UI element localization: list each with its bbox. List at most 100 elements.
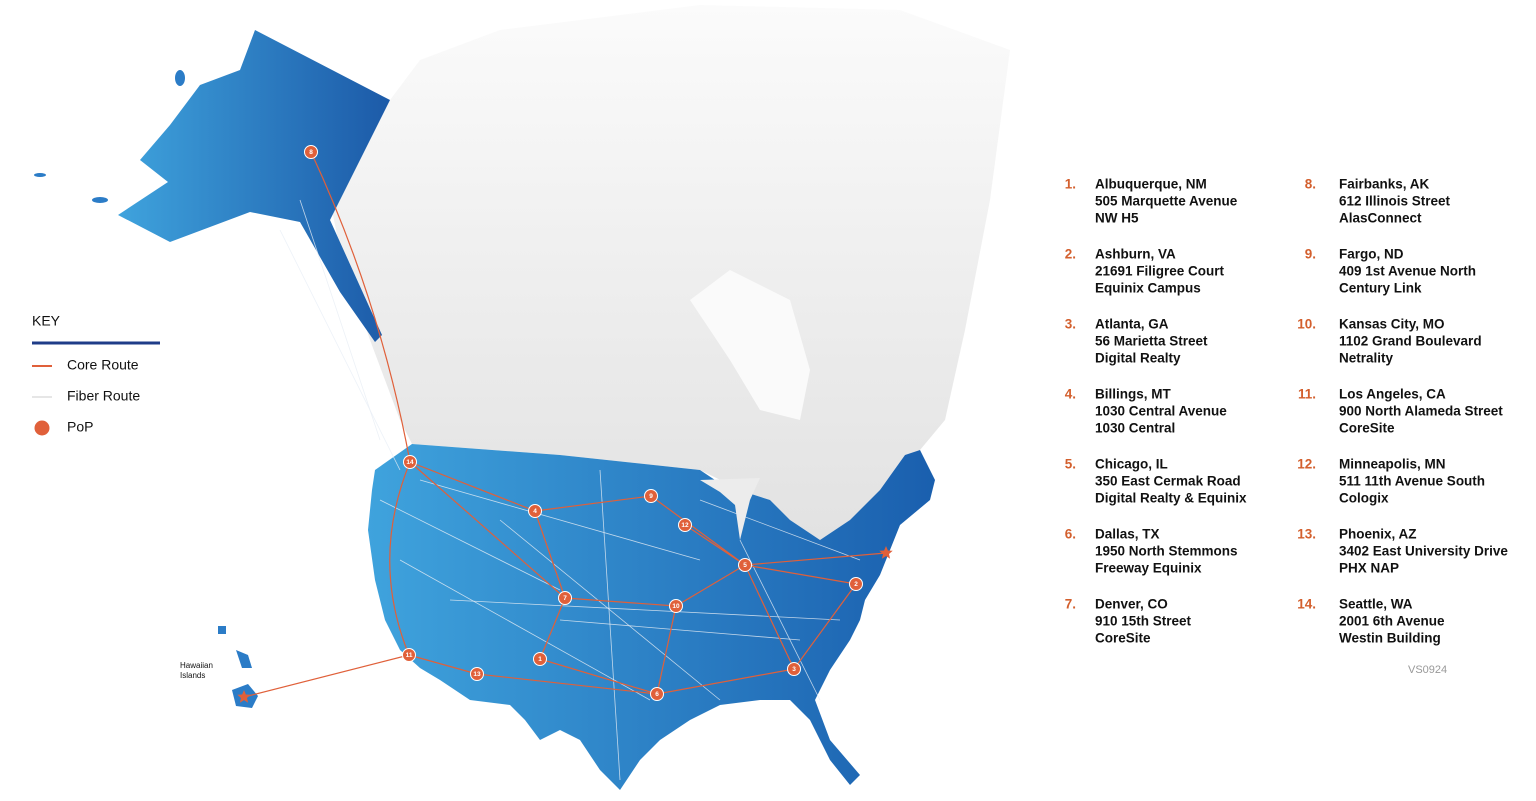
location-number: 3. bbox=[1065, 317, 1076, 332]
location-line: Seattle, WA bbox=[1339, 597, 1413, 612]
core-route bbox=[409, 461, 566, 599]
location-line: 350 East Cermak Road bbox=[1095, 474, 1241, 489]
core-route bbox=[534, 495, 652, 512]
location-line: Atlanta, GA bbox=[1095, 317, 1169, 332]
location-number: 10. bbox=[1297, 317, 1316, 332]
pop-marker bbox=[787, 662, 801, 676]
pop-marker bbox=[678, 518, 692, 532]
island bbox=[175, 70, 185, 86]
island bbox=[34, 173, 46, 177]
core-route bbox=[310, 151, 411, 463]
location-line: Chicago, IL bbox=[1095, 457, 1168, 472]
location-line: Kansas City, MO bbox=[1339, 317, 1445, 332]
location-line: 612 Illinois Street bbox=[1339, 194, 1451, 209]
pop-label: 11 bbox=[406, 652, 413, 659]
location-line: Cologix bbox=[1339, 491, 1389, 506]
region-label: Hawaiian bbox=[180, 661, 213, 670]
pop-label: 8 bbox=[309, 149, 313, 156]
core-route bbox=[656, 668, 795, 695]
alaska bbox=[118, 30, 390, 342]
core-route bbox=[744, 564, 795, 670]
location-line: 1950 North Stemmons bbox=[1095, 544, 1238, 559]
key-label: PoP bbox=[67, 419, 93, 435]
location-number: 12. bbox=[1297, 457, 1316, 472]
core-route bbox=[539, 597, 566, 660]
location-line: 3402 East University Drive bbox=[1339, 544, 1508, 559]
pop-marker bbox=[849, 577, 863, 591]
fiber-route bbox=[699, 499, 861, 561]
hawaii bbox=[218, 626, 226, 634]
location-line: AlasConnect bbox=[1339, 211, 1422, 226]
pop-marker bbox=[533, 652, 547, 666]
key-title: KEY bbox=[32, 313, 61, 329]
core-route bbox=[534, 510, 566, 599]
location-number: 11. bbox=[1298, 387, 1316, 402]
location-line: CoreSite bbox=[1339, 421, 1395, 436]
pop-label: 2 bbox=[854, 581, 858, 588]
location-line: 1102 Grand Boulevard bbox=[1339, 334, 1482, 349]
location-line: Denver, CO bbox=[1095, 597, 1168, 612]
pop-label: 9 bbox=[649, 493, 653, 500]
location-line: Albuquerque, NM bbox=[1095, 177, 1207, 192]
pop-marker bbox=[558, 591, 572, 605]
key-label: Core Route bbox=[67, 357, 139, 373]
location-number: 9. bbox=[1305, 247, 1316, 262]
location-line: 409 1st Avenue North bbox=[1339, 264, 1476, 279]
location-line: Billings, MT bbox=[1095, 387, 1172, 402]
location-line: 910 15th Street bbox=[1095, 614, 1192, 629]
fiber-route bbox=[399, 559, 651, 701]
pop-label: 3 bbox=[792, 666, 796, 673]
pop-marker bbox=[738, 558, 752, 572]
core-route bbox=[564, 597, 677, 607]
hudson-bay bbox=[690, 270, 810, 420]
core-route bbox=[389, 461, 411, 656]
pop-marker bbox=[304, 145, 318, 159]
pop-marker bbox=[669, 599, 683, 613]
pop-label: 4 bbox=[533, 508, 537, 515]
hawaii bbox=[236, 650, 252, 668]
location-line: PHX NAP bbox=[1339, 561, 1399, 576]
location-line: Phoenix, AZ bbox=[1339, 527, 1417, 542]
core-route bbox=[656, 605, 677, 695]
pop-label: 1 bbox=[538, 656, 542, 663]
core-route bbox=[650, 495, 746, 566]
core-route bbox=[409, 461, 536, 512]
usa bbox=[368, 444, 935, 790]
fiber-route bbox=[499, 519, 721, 701]
location-number: 2. bbox=[1065, 247, 1076, 262]
location-line: Minneapolis, MN bbox=[1339, 457, 1446, 472]
basemap bbox=[34, 5, 1010, 790]
pop-label: 7 bbox=[563, 595, 567, 602]
pop-label: 6 bbox=[655, 691, 659, 698]
fiber-routes bbox=[279, 199, 861, 781]
location-line: 505 Marquette Avenue bbox=[1095, 194, 1238, 209]
location-line: CoreSite bbox=[1095, 631, 1151, 646]
location-number: 5. bbox=[1065, 457, 1076, 472]
location-line: Equinix Campus bbox=[1095, 281, 1201, 296]
location-number: 1. bbox=[1065, 177, 1076, 192]
location-line: 1030 Central Avenue bbox=[1095, 404, 1227, 419]
location-line: NW H5 bbox=[1095, 211, 1139, 226]
core-route bbox=[675, 564, 746, 607]
key-label: Fiber Route bbox=[67, 388, 140, 404]
location-line: Dallas, TX bbox=[1095, 527, 1160, 542]
pop-label: 12 bbox=[681, 522, 689, 529]
location-number: 6. bbox=[1065, 527, 1076, 542]
location-line: Netrality bbox=[1339, 351, 1394, 366]
location-line: Digital Realty bbox=[1095, 351, 1181, 366]
location-line: Century Link bbox=[1339, 281, 1422, 296]
fiber-route bbox=[599, 469, 621, 781]
pop-label: 5 bbox=[743, 562, 747, 569]
core-route bbox=[684, 524, 746, 566]
location-list: 1. Albuquerque, NM 505 Marquette Avenue NW … bbox=[1065, 177, 1509, 646]
fiber-route bbox=[379, 499, 561, 591]
location-number: 13. bbox=[1297, 527, 1316, 542]
pop-label: 13 bbox=[473, 671, 481, 678]
location-line: Digital Realty & Equinix bbox=[1095, 491, 1247, 506]
fiber-route bbox=[559, 619, 801, 641]
location-line: Westin Building bbox=[1339, 631, 1441, 646]
location-line: 511 11th Avenue South bbox=[1339, 474, 1485, 489]
